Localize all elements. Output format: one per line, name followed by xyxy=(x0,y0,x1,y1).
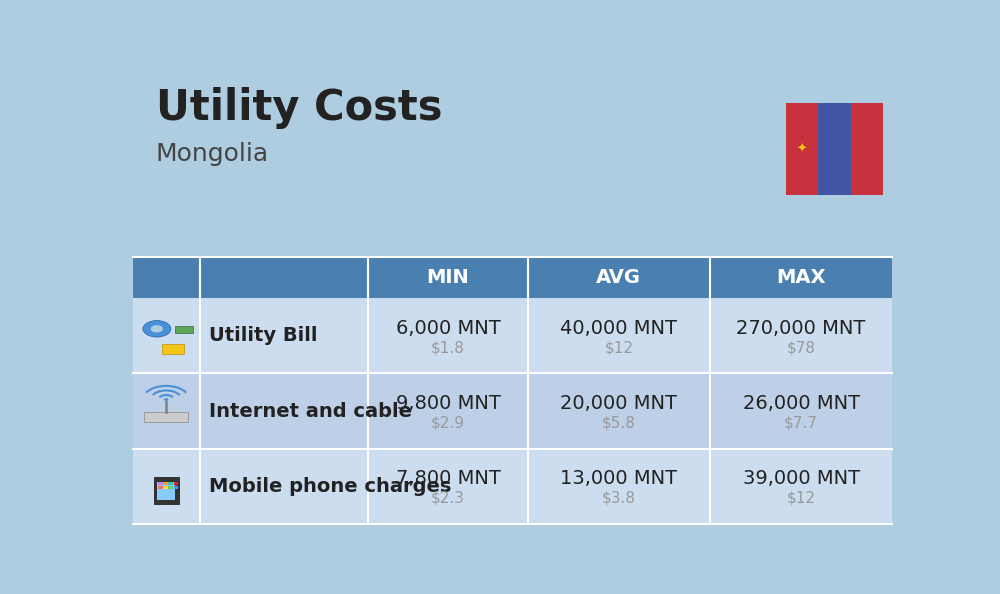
Text: $12: $12 xyxy=(604,340,633,355)
Text: 7,800 MNT: 7,800 MNT xyxy=(396,469,500,488)
Bar xyxy=(174,486,178,489)
Text: 20,000 MNT: 20,000 MNT xyxy=(560,394,677,413)
Bar xyxy=(158,486,163,489)
Bar xyxy=(133,448,892,524)
Bar xyxy=(175,326,193,333)
Text: ✦: ✦ xyxy=(797,143,807,156)
Text: MIN: MIN xyxy=(427,268,469,287)
Bar xyxy=(133,298,892,374)
Text: $2.3: $2.3 xyxy=(431,491,465,506)
Circle shape xyxy=(164,398,168,401)
Bar xyxy=(157,482,175,500)
Bar xyxy=(162,344,184,354)
Text: $5.8: $5.8 xyxy=(602,416,636,431)
Text: 270,000 MNT: 270,000 MNT xyxy=(736,318,866,337)
Text: 9,800 MNT: 9,800 MNT xyxy=(396,394,500,413)
Circle shape xyxy=(143,321,171,337)
Bar xyxy=(851,103,883,195)
Text: Mobile phone charges: Mobile phone charges xyxy=(209,477,451,496)
Text: $78: $78 xyxy=(787,340,816,355)
Text: 13,000 MNT: 13,000 MNT xyxy=(560,469,677,488)
Text: 26,000 MNT: 26,000 MNT xyxy=(743,394,860,413)
Text: Utility Bill: Utility Bill xyxy=(209,326,317,345)
Bar xyxy=(174,482,178,485)
Text: $3.8: $3.8 xyxy=(602,491,636,506)
Text: $2.9: $2.9 xyxy=(431,416,465,431)
Bar xyxy=(818,103,851,195)
Text: $12: $12 xyxy=(787,491,816,506)
Bar xyxy=(133,374,892,448)
Text: 39,000 MNT: 39,000 MNT xyxy=(743,469,860,488)
Bar xyxy=(133,257,892,298)
Text: AVG: AVG xyxy=(596,268,641,287)
Text: Utility Costs: Utility Costs xyxy=(156,87,442,129)
Bar xyxy=(158,482,163,485)
Bar xyxy=(144,412,188,422)
Text: Mongolia: Mongolia xyxy=(156,142,269,166)
Text: Internet and cable: Internet and cable xyxy=(209,402,412,421)
Bar xyxy=(163,482,168,485)
Bar xyxy=(168,482,173,485)
Circle shape xyxy=(151,325,163,333)
Bar xyxy=(786,103,818,195)
Bar xyxy=(154,477,179,504)
Text: 40,000 MNT: 40,000 MNT xyxy=(560,318,677,337)
Text: 6,000 MNT: 6,000 MNT xyxy=(396,318,500,337)
Text: $7.7: $7.7 xyxy=(784,416,818,431)
Text: MAX: MAX xyxy=(776,268,826,287)
Text: $1.8: $1.8 xyxy=(431,340,465,355)
Bar xyxy=(168,486,173,489)
Bar xyxy=(163,486,168,489)
